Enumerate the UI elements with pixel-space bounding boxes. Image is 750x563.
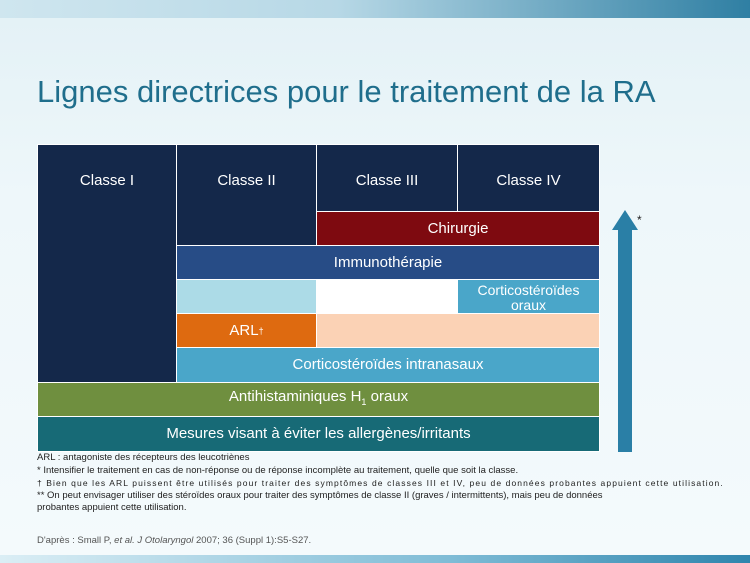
corticosteroides-intranasaux-label: Corticostéroïdes intranasaux xyxy=(292,356,484,373)
footnote-double-asterisk: ** On peut envisager utiliser des stéroï… xyxy=(37,489,603,501)
escalation-arrow-icon xyxy=(612,210,638,452)
chirurgie-bar: Chirurgie xyxy=(316,211,600,246)
class-3-header: Classe III xyxy=(316,144,458,212)
class-4-label: Classe IV xyxy=(496,172,561,189)
footnotes: ARL : antagoniste des récepteurs des leu… xyxy=(37,452,737,515)
class-1-label: Classe I xyxy=(79,172,135,189)
footnote-arl: ARL : antagoniste des récepteurs des leu… xyxy=(37,452,250,463)
corticosteroides-intranasaux-bar: Corticostéroïdes intranasaux xyxy=(176,347,600,383)
chirurgie-label: Chirurgie xyxy=(427,219,489,237)
class-1-column: Classe I xyxy=(37,144,177,384)
arl-extension-bar xyxy=(316,313,600,348)
arl-label: ARL xyxy=(229,321,259,339)
corticosteroides-oraux-line1: Corticostéroïdes xyxy=(477,281,580,298)
oral-steroids-class2-cell xyxy=(176,279,317,314)
immunotherapie-bar: Immunothérapie xyxy=(176,245,600,280)
page-title: Lignes directrices pour le traitement de… xyxy=(37,74,656,109)
footnote-asterisk: * Intensifier le traitement en cas de no… xyxy=(37,464,519,476)
source-citation: D'après : Small P, et al. J Otolaryngol … xyxy=(37,535,312,546)
bottom-decorative-band xyxy=(0,555,750,563)
corticosteroides-oraux-bar: Corticostéroïdes oraux xyxy=(457,279,600,314)
antihistaminiques-label: Antihistaminiques H1 oraux xyxy=(228,388,409,408)
class-2-column: Classe II xyxy=(176,144,317,246)
class-2-label: Classe II xyxy=(217,172,276,189)
arl-dagger: † xyxy=(258,325,264,336)
immunotherapie-label: Immunothérapie xyxy=(333,253,443,271)
footnote-dagger: † Bien que les ARL puissent être utilisé… xyxy=(37,478,724,488)
footnote-double-asterisk-cont: probantes appuient cette utilisation. xyxy=(37,502,187,513)
class-3-label: Classe III xyxy=(355,172,419,189)
arl-bar: ARL † xyxy=(176,313,317,348)
blank-class3-cell xyxy=(316,279,458,314)
mesures-bar: Mesures visant à éviter les allergènes/i… xyxy=(37,416,600,452)
top-decorative-band xyxy=(0,0,750,18)
antihistaminiques-bar: Antihistaminiques H1 oraux xyxy=(37,382,600,417)
corticosteroides-oraux-line2: oraux xyxy=(510,296,547,313)
arrow-asterisk: * xyxy=(637,213,642,227)
mesures-label: Mesures visant à éviter les allergènes/i… xyxy=(166,425,471,442)
class-4-header: Classe IV xyxy=(457,144,600,212)
